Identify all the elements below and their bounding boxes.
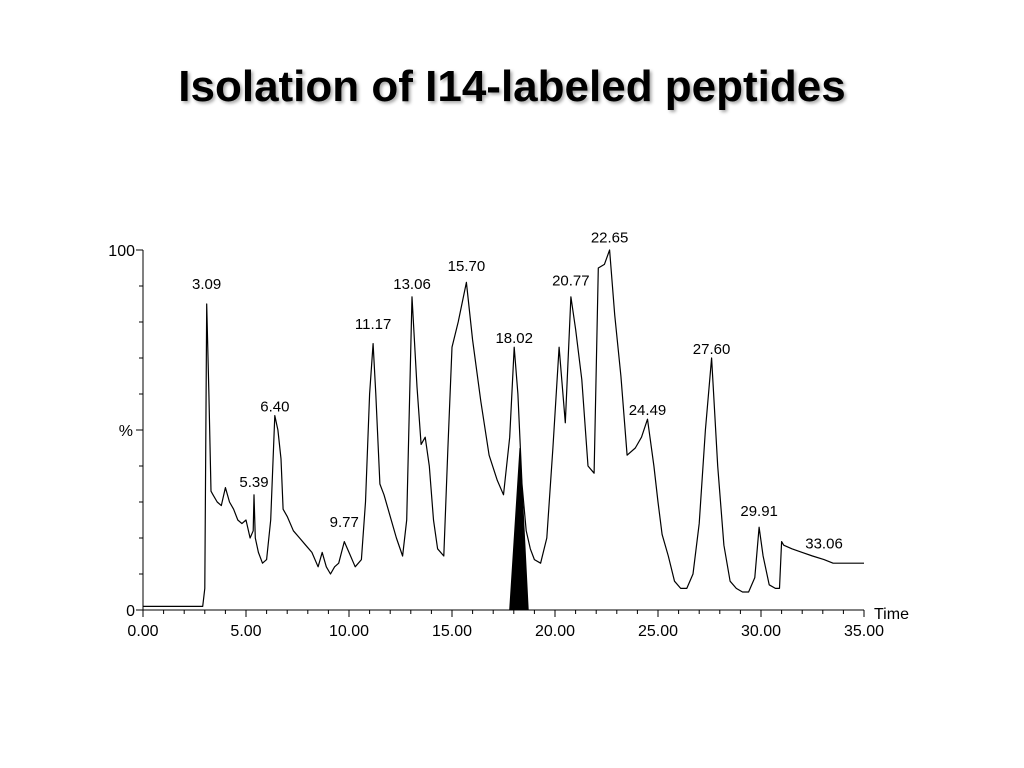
x-tick-label: 0.00 bbox=[127, 623, 158, 640]
y-tick-label: 100 bbox=[108, 243, 135, 260]
x-tick-label: 30.00 bbox=[741, 623, 781, 640]
x-tick-label: 20.00 bbox=[535, 623, 575, 640]
y-tick-label: 0 bbox=[126, 603, 135, 620]
peak-label: 13.06 bbox=[393, 276, 431, 293]
x-tick-label: 35.00 bbox=[844, 623, 884, 640]
peak-label: 9.77 bbox=[330, 514, 359, 531]
x-tick-label: 5.00 bbox=[230, 623, 261, 640]
x-tick-label: 15.00 bbox=[432, 623, 472, 640]
x-tick-label: 25.00 bbox=[638, 623, 678, 640]
chromatogram-trace bbox=[143, 249, 864, 608]
peak-label: 18.02 bbox=[495, 330, 533, 347]
highlighted-peak bbox=[509, 447, 529, 611]
chart-axes: 0.00 5.00 10.00 15.00 20.00 25.00 30.00 35.00 0 1… bbox=[108, 243, 909, 640]
peak-label: 29.91 bbox=[740, 503, 778, 520]
peak-label: 24.49 bbox=[629, 402, 667, 419]
x-tick-label: 10.00 bbox=[329, 623, 369, 640]
y-axis-label: % bbox=[119, 423, 133, 440]
peak-label: 15.70 bbox=[448, 258, 486, 275]
peak-label: 11.17 bbox=[355, 316, 391, 333]
peak-label: 20.77 bbox=[552, 273, 590, 290]
peak-labels: 3.09 5.39 6.40 9.77 11.17 13.06 15.70 18.02 20.7… bbox=[192, 229, 843, 552]
series-line bbox=[143, 249, 864, 608]
peak-label: 22.65 bbox=[591, 229, 629, 246]
peak-label: 27.60 bbox=[693, 341, 731, 358]
peak-label: 3.09 bbox=[192, 276, 221, 293]
peak-label: 5.39 bbox=[239, 474, 268, 491]
slide-title: Isolation of I14-labeled peptides bbox=[178, 62, 846, 111]
highlighted-peak-fill bbox=[509, 447, 529, 611]
x-axis-label: Time bbox=[874, 606, 909, 623]
peak-label: 6.40 bbox=[260, 399, 289, 416]
peak-label: 33.06 bbox=[805, 535, 843, 552]
